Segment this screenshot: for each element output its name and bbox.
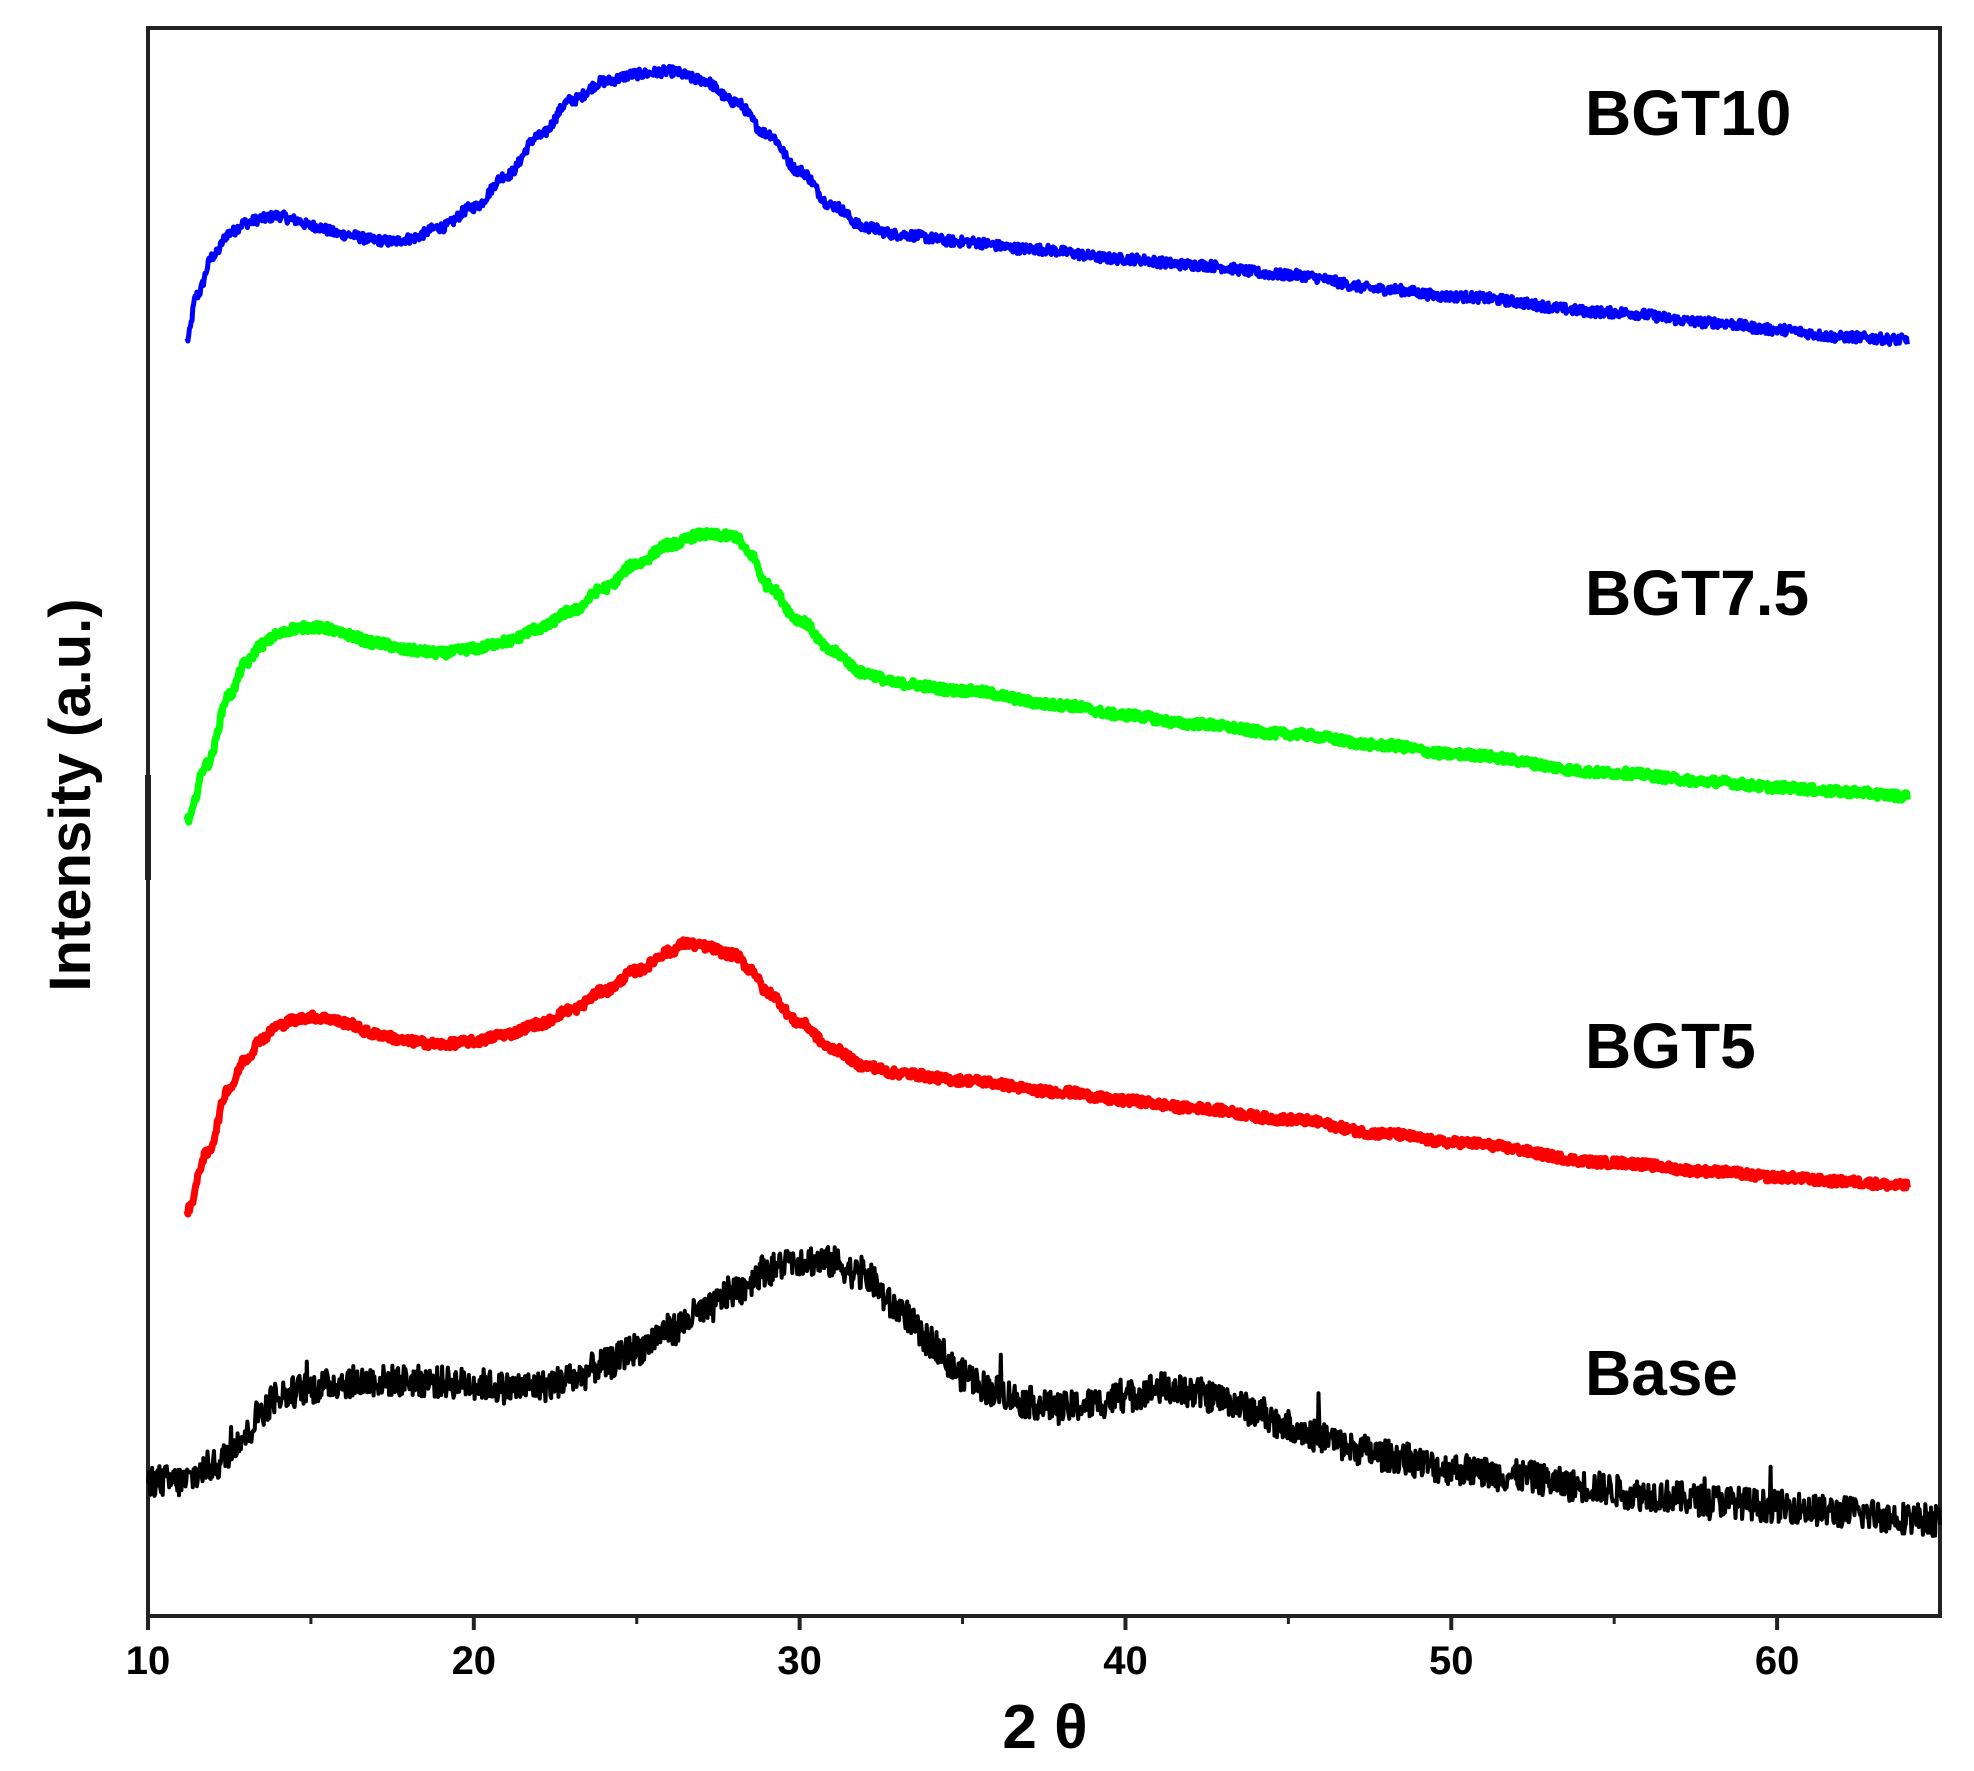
x-tick-label: 40 — [1103, 1639, 1148, 1683]
x-tick-label: 20 — [452, 1639, 497, 1683]
series-labels: BGT10 BGT7.5 BGT5 Base — [1585, 77, 1809, 1409]
series-line-bgt5 — [183, 936, 1911, 1218]
y-axis-title: Intensity (a.u.) — [38, 598, 103, 991]
x-tick-label: 30 — [777, 1639, 822, 1683]
series-line-bgt7-5 — [183, 527, 1911, 826]
series-line-base — [146, 1244, 1942, 1538]
series-layer — [146, 63, 1942, 1538]
series-label-bgt7-5: BGT7.5 — [1585, 557, 1809, 629]
x-tick-label: 50 — [1429, 1639, 1474, 1683]
series-label-bgt10: BGT10 — [1585, 77, 1791, 149]
x-axis-ticks: 10 20 30 40 50 60 — [126, 775, 1800, 1683]
series-line-bgt10 — [184, 63, 1910, 347]
x-tick-label: 60 — [1755, 1639, 1800, 1683]
x-tick-label: 10 — [126, 1639, 171, 1683]
series-label-base: Base — [1585, 1337, 1738, 1409]
series-label-bgt5: BGT5 — [1585, 1010, 1756, 1082]
x-axis-title: 2 θ — [1002, 1693, 1087, 1762]
